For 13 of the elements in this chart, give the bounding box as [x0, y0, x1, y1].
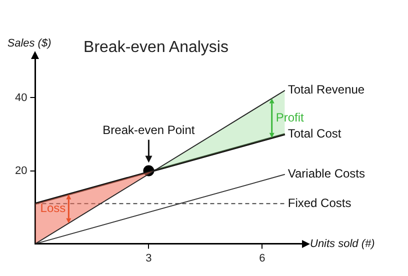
x-axis-title: Units sold (#): [310, 238, 376, 250]
annotation: Break-even Point: [102, 123, 196, 138]
series-label: Variable Costs: [288, 166, 366, 181]
annotation: Loss: [40, 201, 66, 216]
x-tick-label: 6: [259, 252, 266, 264]
series-label: Total Cost: [288, 126, 342, 141]
series-label: Total Revenue: [288, 82, 365, 97]
y-tick-label: 20: [14, 164, 28, 177]
y-tick-label: 40: [14, 92, 28, 104]
chart-title: Break-even Analysis: [84, 39, 228, 56]
series-label: Fixed Costs: [288, 196, 352, 210]
x-tick-label: 3: [146, 252, 152, 264]
annotation: Profit: [276, 110, 305, 124]
